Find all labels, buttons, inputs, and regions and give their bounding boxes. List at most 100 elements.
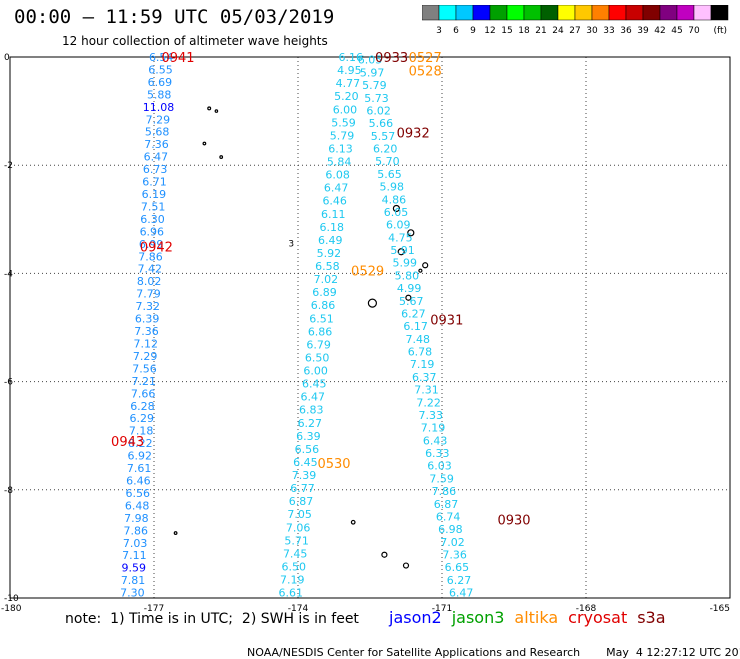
wave-height-value: 6.61 bbox=[279, 587, 304, 600]
colorbar-tick: 39 bbox=[637, 26, 649, 36]
colorbar-tick: 6 bbox=[453, 26, 459, 36]
y-tick-label: -6 bbox=[4, 378, 13, 388]
wave-height-value: 7.21 bbox=[132, 375, 157, 388]
island-label: 3 bbox=[288, 239, 294, 249]
wave-height-value: 6.27 bbox=[447, 574, 472, 587]
island-outline bbox=[367, 298, 377, 308]
wave-height-value: 6.89 bbox=[312, 286, 337, 299]
wave-height-value: 4.77 bbox=[336, 77, 361, 90]
pass-time-label: 0930 bbox=[497, 514, 530, 529]
wave-height-value: 7.05 bbox=[287, 508, 312, 521]
wave-height-value: 7.06 bbox=[286, 521, 311, 534]
wave-height-value: 5.73 bbox=[364, 92, 389, 105]
x-tick-label: -165 bbox=[710, 604, 730, 614]
y-tick-label: -10 bbox=[4, 594, 19, 604]
wave-height-value: 11.08 bbox=[143, 101, 175, 114]
wave-height-value: 6.19 bbox=[142, 188, 167, 201]
wave-height-value: 5.79 bbox=[362, 79, 387, 92]
x-tick-label: -171 bbox=[432, 604, 452, 614]
wave-height-value: 6.96 bbox=[140, 225, 165, 238]
wave-height-value: 6.28 bbox=[130, 400, 155, 413]
island-outline bbox=[381, 551, 388, 558]
wave-height-value: 7.59 bbox=[429, 472, 454, 485]
wave-height-value: 5.92 bbox=[317, 247, 342, 260]
wave-height-value: 6.39 bbox=[296, 430, 321, 443]
wave-height-value: 5.59 bbox=[331, 116, 356, 129]
credit-timestamp: May 4 12:27:12 UTC 2019 bbox=[606, 646, 740, 659]
pass-time-label: 0933 bbox=[375, 51, 408, 66]
wave-height-value: 7.19 bbox=[280, 574, 305, 587]
legend-item-s3a: s3a bbox=[637, 608, 666, 627]
wave-height-value: 7.33 bbox=[419, 409, 444, 422]
altimeter-track: 6.546.556.695.8811.087.295.687.366.476.7… bbox=[120, 51, 174, 600]
wave-height-value: 7.29 bbox=[133, 350, 158, 363]
wave-height-value: 7.03 bbox=[123, 537, 148, 550]
island-outline bbox=[397, 248, 405, 256]
island-outline bbox=[202, 141, 207, 146]
wave-height-value: 9.59 bbox=[121, 562, 146, 575]
wave-height-value: 5.68 bbox=[145, 126, 170, 139]
colorbar-tick: 27 bbox=[569, 26, 580, 36]
wave-height-value: 6.92 bbox=[128, 450, 153, 463]
wave-height-value: 6.27 bbox=[298, 417, 323, 430]
pass-time-label: 0528 bbox=[409, 65, 442, 80]
wave-height-value: 7.42 bbox=[138, 263, 163, 276]
colorbar-tick: 36 bbox=[620, 26, 632, 36]
pass-time-label: 0530 bbox=[317, 457, 350, 472]
wave-height-value: 7.86 bbox=[138, 250, 163, 263]
pass-time-label: 0941 bbox=[161, 51, 194, 66]
wave-height-value: 5.97 bbox=[360, 66, 385, 79]
wave-height-value: 6.30 bbox=[140, 213, 165, 226]
pass-time-label: 0527 bbox=[409, 51, 442, 66]
island-outline bbox=[407, 229, 415, 237]
legend-item-cryosat: cryosat bbox=[568, 608, 628, 627]
wave-height-value: 6.17 bbox=[403, 320, 428, 333]
wave-height-value: 7.45 bbox=[283, 547, 308, 560]
wave-height-value: 7.36 bbox=[134, 325, 159, 338]
wave-height-value: 6.87 bbox=[289, 495, 314, 508]
wave-height-value: 6.55 bbox=[148, 63, 173, 76]
colorbar-tick: 24 bbox=[552, 26, 564, 36]
legend-item-jason2: jason2 bbox=[389, 608, 442, 627]
wave-height-value: 6.03 bbox=[427, 460, 452, 473]
wave-height-value: 8.22 bbox=[128, 437, 153, 450]
wave-height-value: 6.20 bbox=[373, 143, 398, 156]
wave-height-value: 6.86 bbox=[311, 299, 336, 312]
wave-height-value: 7.22 bbox=[416, 396, 441, 409]
altimeter-track: 6.055.975.795.736.025.665.576.205.705.65… bbox=[358, 54, 474, 600]
x-tick-label: -168 bbox=[576, 604, 597, 614]
colorbar-tick: 42 bbox=[654, 26, 665, 36]
wave-height-value: 7.11 bbox=[122, 549, 147, 562]
wave-height-value: 6.54 bbox=[149, 51, 174, 64]
colorbar-tick: 45 bbox=[671, 26, 682, 36]
wave-height-value: 6.86 bbox=[308, 325, 333, 338]
wave-height-value: 7.61 bbox=[127, 462, 152, 475]
colorbar-tick: 12 bbox=[484, 26, 495, 36]
wave-height-value: 6.33 bbox=[425, 447, 450, 460]
island-outline bbox=[173, 531, 178, 535]
y-tick-label: 0 bbox=[4, 53, 10, 63]
wave-height-value: 7.36 bbox=[144, 138, 169, 151]
colorbar-tick: 15 bbox=[501, 26, 512, 36]
wave-height-value: 6.47 bbox=[144, 151, 169, 164]
wave-height-value: 7.81 bbox=[121, 574, 146, 587]
legend-item-altika: altika bbox=[514, 608, 559, 627]
wave-height-value: 6.02 bbox=[366, 104, 391, 117]
island-outline bbox=[405, 294, 412, 301]
wave-height-value: 7.36 bbox=[442, 549, 467, 562]
wave-height-value: 6.11 bbox=[321, 208, 346, 221]
colorbar-tick: 9 bbox=[470, 26, 476, 36]
wave-height-value: 7.66 bbox=[131, 387, 156, 400]
wave-height-value: 6.49 bbox=[318, 234, 343, 247]
wave-height-value: 5.67 bbox=[399, 295, 424, 308]
wave-height-value: 7.48 bbox=[406, 333, 431, 346]
wave-height-value: 6.50 bbox=[281, 560, 306, 573]
wave-height-value: 7.02 bbox=[440, 536, 465, 549]
credit-org: NOAA/NESDIS Center for Satellite Applica… bbox=[247, 646, 581, 659]
map-frame bbox=[9, 56, 731, 599]
wave-height-value: 6.18 bbox=[320, 221, 345, 234]
wave-height-value: 6.98 bbox=[438, 523, 463, 536]
wave-height-value: 7.18 bbox=[129, 425, 154, 438]
wave-height-value: 5.65 bbox=[377, 168, 402, 181]
